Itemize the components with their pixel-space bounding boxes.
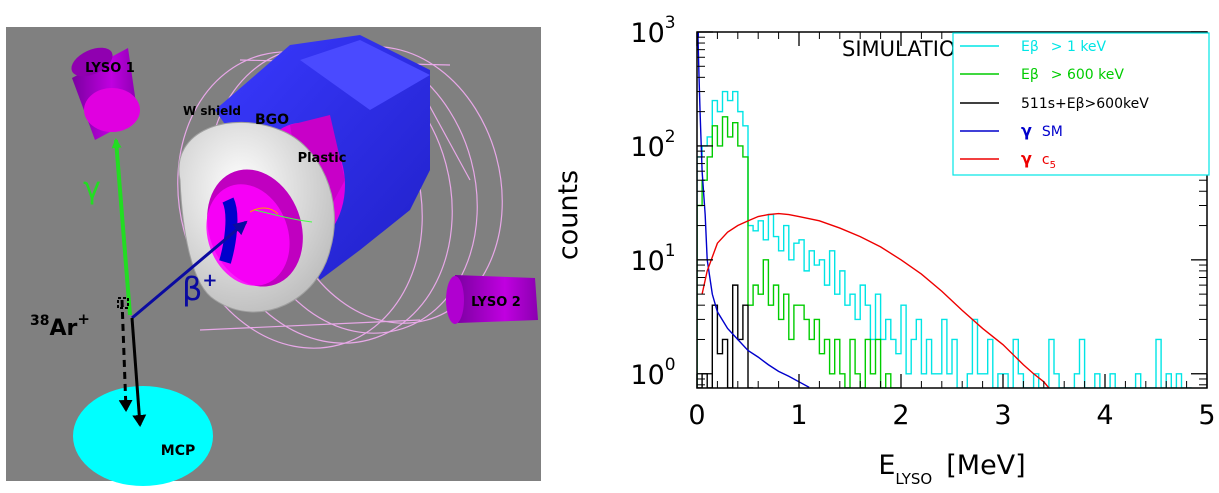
simulation-annotation: SIMULATION [842, 37, 971, 61]
detector-geometry-panel: LYSO 1 LYSO 2 MCP W shield BGO Plastic γ… [0, 0, 560, 489]
legend: Eβ > 1 keV Eβ > 600 keV 511s+Eβ>600keV γ SM… [952, 32, 1210, 176]
legend-box [952, 32, 1210, 176]
series-line-green [697, 116, 901, 388]
x-tick-label: 5 [1198, 400, 1215, 431]
series-line-black [697, 284, 754, 388]
x-tick-label: 2 [892, 400, 909, 431]
legend-label-cyan: Eβ > 1 keV [1021, 39, 1107, 55]
plastic-label: Plastic [298, 151, 347, 166]
w-shield-ring [178, 121, 335, 313]
x-tick-label: 0 [688, 400, 705, 431]
legend-entry-blue: γ SM [960, 121, 1063, 140]
legend-label-blue: γ SM [1021, 121, 1063, 140]
ion-recoil-arrow [130, 317, 147, 427]
x-tick-label: 4 [1096, 400, 1113, 431]
mcp-label: MCP [161, 443, 195, 459]
legend-entry-cyan: Eβ > 1 keV [960, 39, 1107, 55]
series-line-blue [697, 37, 810, 388]
ticks-layer: 0 1 2 3 4 5 100 101 102 103 [630, 13, 1215, 431]
gamma-label: γ [83, 171, 101, 206]
y-tick-label: 101 [630, 241, 675, 277]
bgo-label: BGO [255, 112, 289, 128]
y-tick-label: 102 [630, 127, 675, 163]
detector-geometry-svg: LYSO 1 LYSO 2 MCP W shield BGO Plastic γ… [6, 27, 541, 486]
y-tick-label: 100 [630, 355, 675, 391]
ion-label: 38Ar+ [30, 310, 90, 341]
lyso1-detector [71, 47, 140, 140]
beta-arrow [131, 220, 248, 320]
beta-label: β+ [182, 270, 218, 308]
energy-spectrum-chart: 0 1 2 3 4 5 100 101 102 103 SIMULATION counts ELY… [553, 13, 1216, 488]
axes-layer [696, 31, 1208, 389]
lyso2-label: LYSO 2 [471, 295, 521, 310]
y-tick-label: 103 [630, 13, 675, 49]
x-tick-label: 3 [994, 400, 1011, 431]
legend-entry-green: Eβ > 600 keV [960, 67, 1124, 83]
series-layer [697, 32, 1192, 388]
x-tick-label: 1 [790, 400, 807, 431]
gamma-arrow [111, 138, 132, 316]
ion-recoil-dashed-arrow [118, 299, 133, 412]
ion-origin-marker [117, 297, 129, 309]
legend-label-black: 511s+Eβ>600keV [1021, 96, 1149, 112]
plot-frame [696, 31, 1208, 389]
legend-entry-red: γ c5 [960, 149, 1056, 171]
y-axis-label: counts [553, 170, 584, 260]
energy-spectrum-panel: 0 1 2 3 4 5 100 101 102 103 SIMULATION counts ELY… [545, 0, 1219, 489]
x-axis-label: ELYSO [MeV] [878, 450, 1025, 488]
legend-label-green: Eβ > 600 keV [1021, 67, 1124, 83]
lyso1-label: LYSO 1 [85, 61, 135, 76]
mcp-detector [73, 386, 213, 486]
lyso2-detector [446, 275, 538, 324]
w-shield-label: W shield [183, 104, 241, 118]
series-line-red [701, 212, 1050, 388]
legend-entry-black: 511s+Eβ>600keV [960, 96, 1149, 112]
legend-label-red: γ c5 [1021, 149, 1056, 171]
